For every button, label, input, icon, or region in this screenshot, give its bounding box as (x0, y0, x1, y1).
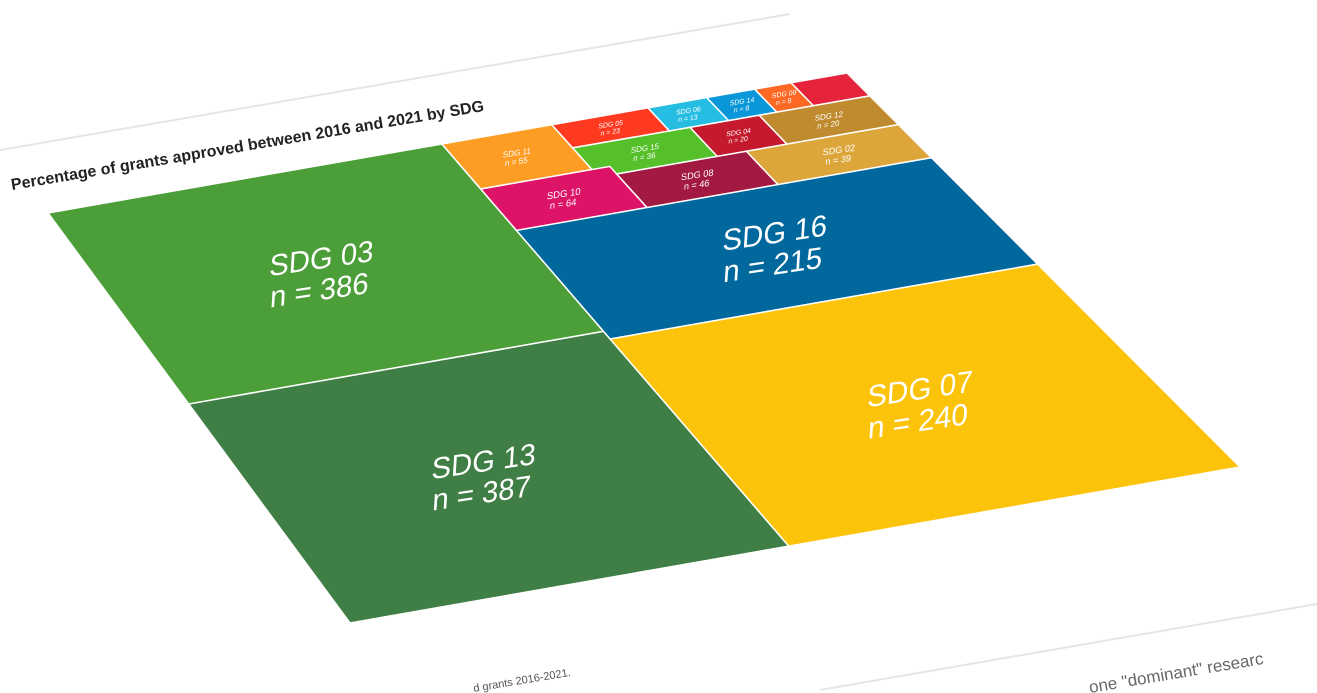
treemap-label-sdg-15: SDG 15n = 36 (630, 142, 660, 164)
treemap-label-sdg-16: SDG 16n = 215 (720, 209, 829, 290)
cell-count: n = 55 (505, 155, 529, 169)
treemap-label-sdg-08: SDG 08n = 46 (680, 168, 714, 193)
cell-count: n = 64 (549, 197, 577, 212)
cell-count: n = 20 (817, 119, 840, 131)
page-divider-bottom (819, 603, 1317, 691)
treemap-label-sdg-05: SDG 05n = 23 (598, 120, 624, 138)
cell-count: n = 13 (678, 114, 698, 124)
cell-count: n = 8 (733, 105, 749, 114)
cell-name: SDG 08 (681, 168, 714, 183)
treemap-label-sdg-04: SDG 04n = 20 (726, 128, 752, 146)
cell-count: n = 20 (728, 136, 748, 146)
cell-name: SDG 15 (631, 142, 660, 155)
cell-count: n = 36 (633, 151, 656, 163)
cell-name: SDG 05 (598, 120, 623, 131)
cell-count: n = 39 (825, 153, 851, 167)
treemap-label-sdg-02: SDG 02n = 39 (822, 143, 856, 168)
chart-source-caption: d grants 2016-2021. (473, 667, 572, 693)
treemap-label-sdg-12: SDG 12n = 20 (814, 110, 844, 132)
cell-name: SDG 12 (814, 110, 843, 123)
treemap-label-sdg-09: SDG 09n = 8 (771, 90, 797, 108)
treemap-label-sdg-14: SDG 14n = 8 (729, 97, 755, 115)
cell-name: SDG 02 (822, 143, 855, 158)
cell-name: SDG 09 (772, 90, 797, 101)
treemap-label-sdg-11: SDG 11n = 55 (502, 145, 532, 168)
cell-count: n = 23 (600, 128, 620, 138)
page-divider-top (0, 13, 791, 151)
treemap-cell-sdg-07 (608, 263, 1242, 547)
body-text-fragment: one "dominant" researc (1088, 649, 1266, 693)
cell-name: SDG 14 (729, 97, 754, 108)
cell-name: SDG 10 (547, 186, 582, 202)
cell-count: n = 8 (776, 98, 792, 107)
treemap-label-sdg-10: SDG 10n = 64 (546, 186, 582, 212)
cell-name: SDG 11 (502, 145, 531, 159)
cell-name: SDG 06 (676, 106, 701, 117)
cell-count: n = 46 (684, 178, 710, 192)
cell-name: SDG 04 (726, 128, 751, 139)
treemap-label-sdg-06: SDG 06n = 13 (675, 106, 701, 124)
